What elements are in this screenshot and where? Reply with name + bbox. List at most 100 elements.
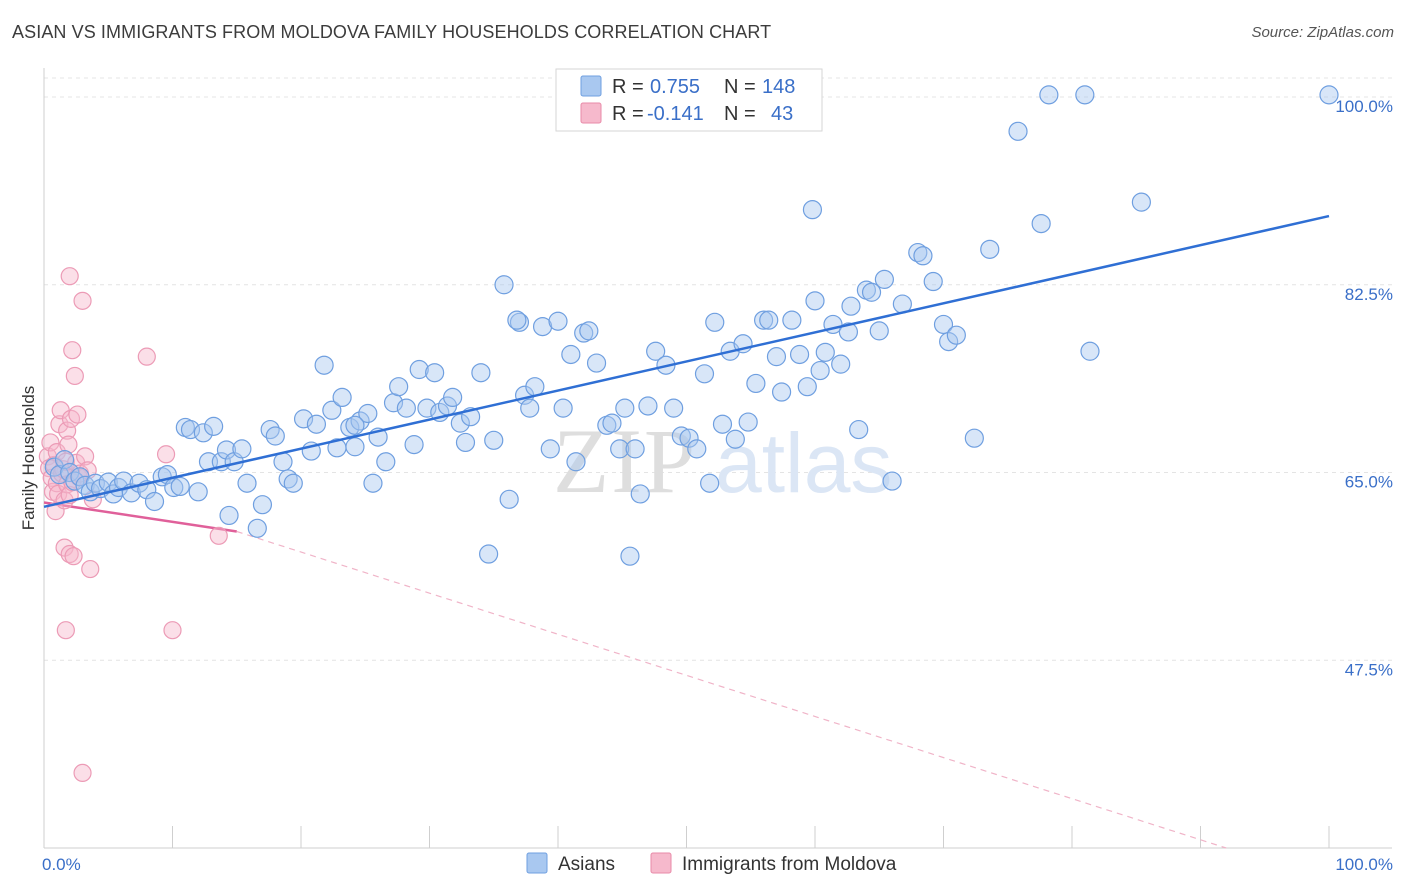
legend-r-label-moldova: R = [612,103,644,125]
trend-asians [43,214,1330,509]
point-asian [615,398,635,418]
point-asian [630,484,650,504]
point-asian [389,377,409,397]
grid-lines [44,77,1392,661]
point-asian [908,242,928,263]
point-moldova [209,526,228,545]
point-asian [725,429,745,449]
point-moldova [81,559,100,579]
point-asian [913,246,933,266]
chart-source: Source: ZipAtlas.com [1251,24,1394,41]
point-moldova [63,341,82,360]
bottom-legend-swatch-moldova [650,852,672,874]
point-asian [923,271,943,292]
trend-line-moldova [43,501,237,533]
point-moldova [60,267,79,286]
point-asian [283,473,303,493]
point-asian [602,413,622,433]
point-asian [646,341,666,361]
point-asian [687,439,707,459]
point-asian [54,450,75,470]
legend-n-value-moldova: 43 [771,103,793,125]
bottom-legend-label-asians: Asians [558,854,615,875]
point-asian [293,409,314,429]
point-asian [507,310,527,330]
point-asian [831,354,851,374]
point-asian [306,414,327,434]
point-asian [540,439,560,459]
point-asian [1008,121,1028,141]
legend: R = 0.755 N = 148 R = -0.141 N = 43 [555,68,823,132]
point-moldova [59,435,78,454]
point-asian [838,322,859,342]
x-ticks [172,826,1330,848]
point-asian [484,430,504,450]
point-asian [265,426,285,446]
point-asian [450,413,470,433]
point-asian [273,452,293,472]
point-asian [520,398,540,418]
point-asian [694,364,715,384]
point-asian [358,403,378,424]
point-moldova [65,366,84,386]
point-asian [782,310,802,330]
point-asian [874,269,894,289]
point-asian [579,321,599,341]
point-asian [525,377,545,397]
legend-r-value-asians: 0.755 [650,76,700,98]
point-asian [980,239,1000,259]
point-asian [805,291,825,311]
legend-swatch-asians [580,75,602,97]
y-tick-label: 47.5% [1345,660,1393,679]
watermark-zip: ZIP [553,410,697,512]
point-asian [553,398,573,418]
points-asians [44,85,1339,566]
point-asian [548,311,568,331]
point-moldova [41,433,60,452]
point-asian [625,439,645,459]
point-asian [679,428,699,448]
point-asian [1075,85,1095,105]
point-asian [882,471,902,491]
point-asian [869,321,889,341]
point-asian [252,495,273,515]
point-asian [396,398,416,418]
point-asian [1039,85,1059,105]
point-asian [1031,213,1051,234]
point-asian [532,316,553,337]
point-asian [260,419,280,440]
x-tick-label-max: 100.0% [1335,855,1393,874]
point-moldova [68,405,87,424]
trend-moldova [43,501,1227,849]
point-asian [753,310,774,330]
point-asian [638,396,658,416]
point-moldova [73,763,92,783]
legend-r-value-moldova: -0.141 [647,103,704,125]
trend-line-moldova-extension [236,530,1227,849]
point-asian [810,360,830,381]
point-asian [586,353,607,373]
y-tick-label: 65.0% [1345,473,1393,492]
point-asian [409,359,429,380]
point-asian [1080,341,1100,361]
point-asian [499,489,519,509]
point-asian [561,344,581,365]
point-asian [1131,192,1151,212]
point-asian [216,440,237,460]
point-asian [766,347,787,367]
bottom-legend-swatch-asians [526,852,548,874]
point-asian [471,363,491,383]
watermark: ZIP atlas [553,410,892,512]
point-asian [219,505,239,526]
x-tick-label-min: 0.0% [42,855,81,874]
legend-swatch-moldova [580,102,602,124]
point-moldova [56,621,75,640]
point-asian [193,423,213,443]
point-moldova [73,291,92,310]
point-asian [494,275,514,295]
point-asian [566,452,586,472]
point-asian [417,398,437,418]
point-asian [771,382,792,402]
legend-n-value-asians: 148 [762,76,795,98]
